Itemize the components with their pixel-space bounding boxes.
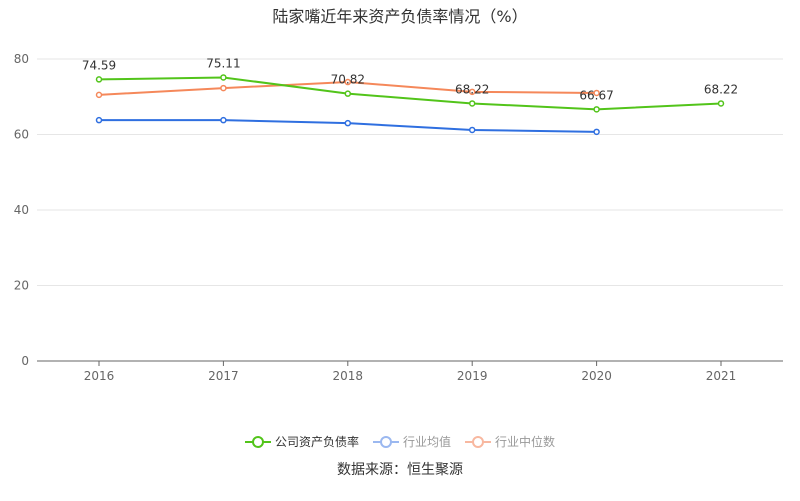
data-point <box>593 128 600 136</box>
data-label: 68.22 <box>455 82 489 96</box>
data-point <box>344 78 352 86</box>
data-point <box>468 100 476 107</box>
x-tick-label: 2018 <box>333 369 364 383</box>
data-label: 70.82 <box>331 73 365 87</box>
series-line-0 <box>98 76 722 111</box>
y-tick-label: 60 <box>14 128 29 142</box>
y-tick-label: 0 <box>21 354 29 368</box>
legend-marker-icon <box>465 435 491 448</box>
chart-title: 陆家嘴近年来资产负债率情况（%） <box>272 7 528 26</box>
data-point <box>468 88 476 96</box>
data-point <box>220 84 227 92</box>
data-point <box>220 116 227 124</box>
data-point <box>95 116 103 124</box>
data-point <box>220 74 227 81</box>
data-point <box>95 91 103 99</box>
x-tick-label: 2019 <box>457 369 488 383</box>
chart-plot: 0 20 40 60 80 2016 2017 2018 2019 2020 2021 74.59 75… <box>14 52 783 383</box>
legend-label: 公司资产负债率 <box>274 435 359 449</box>
y-tick-label: 40 <box>14 203 29 217</box>
legend-item[interactable]: 行业中位数 <box>465 433 555 450</box>
legend-item[interactable]: 行业均值 <box>372 433 451 450</box>
legend-label: 行业均值 <box>402 435 451 449</box>
data-point <box>344 90 352 97</box>
data-point <box>344 119 352 127</box>
x-tick-label: 2017 <box>208 369 239 383</box>
y-tick-label: 80 <box>14 52 29 66</box>
data-point <box>717 100 725 107</box>
legend: 公司资产负债率 行业均值 行业中位数 <box>0 433 800 450</box>
data-label: 74.59 <box>82 58 116 72</box>
x-tick-label: 2016 <box>84 369 115 383</box>
legend-marker-icon <box>244 435 271 448</box>
data-label: 68.22 <box>704 82 738 96</box>
data-label: 66.67 <box>579 88 613 102</box>
legend-label: 行业中位数 <box>495 435 556 449</box>
data-point <box>593 89 600 97</box>
y-tick-label: 20 <box>14 279 29 293</box>
data-point <box>593 106 600 113</box>
x-tick-label: 2021 <box>706 369 737 383</box>
x-tick-label: 2020 <box>581 369 612 383</box>
data-point <box>95 76 103 83</box>
data-point <box>468 126 476 134</box>
legend-marker-icon <box>372 435 399 448</box>
data-source: 数据来源：恒生聚源 <box>337 462 463 478</box>
legend-item[interactable]: 公司资产负债率 <box>244 433 359 450</box>
data-label: 75.11 <box>206 56 240 70</box>
